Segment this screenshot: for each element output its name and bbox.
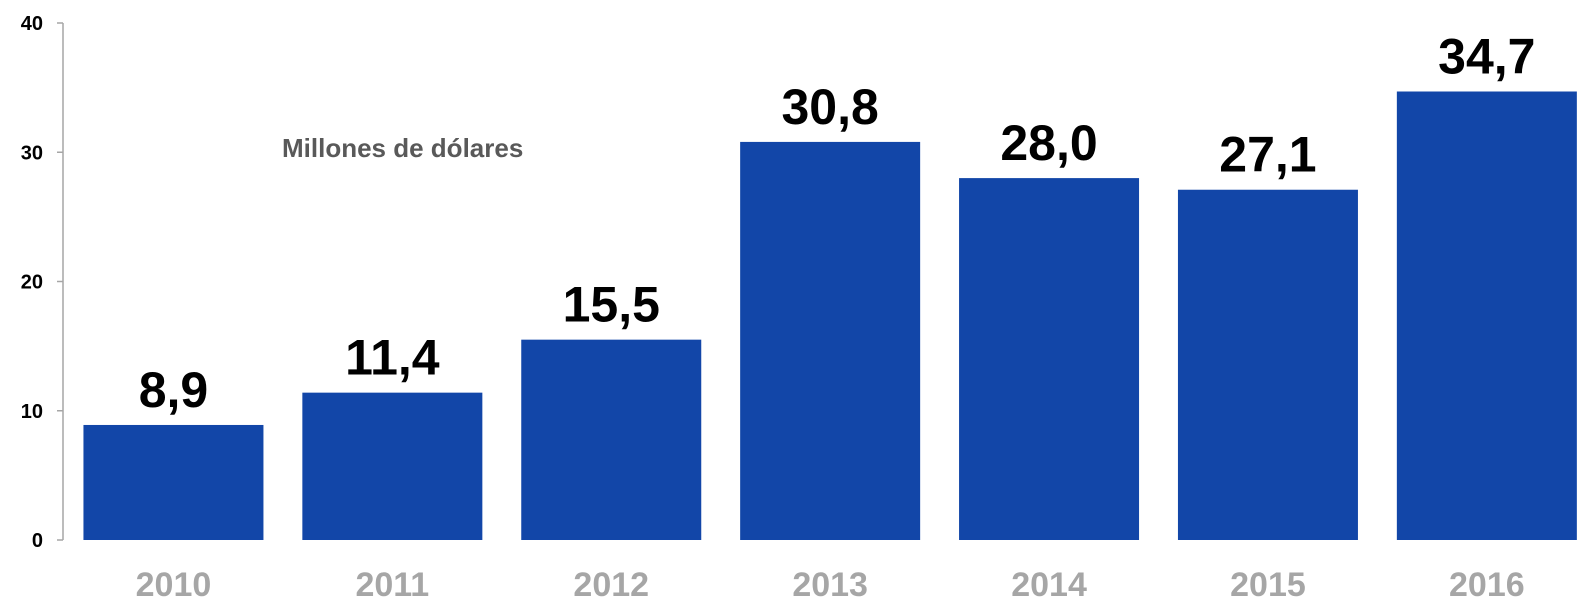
bar — [1177, 189, 1358, 541]
bar — [302, 392, 483, 540]
x-tick-label: 2011 — [355, 566, 429, 604]
labels-group: 0 10 20 30 40 8,9 2010 11,4 2011 15,5 2012 30,8 2013… — [21, 13, 1536, 604]
y-tick-label: 30 — [21, 142, 43, 164]
x-tick-label: 2016 — [1449, 566, 1525, 604]
x-tick-label: 2015 — [1230, 566, 1306, 604]
data-label: 11,4 — [345, 330, 440, 386]
bar — [83, 424, 264, 540]
data-label: 30,8 — [781, 79, 878, 135]
y-tick-label: 0 — [32, 530, 43, 552]
data-label: 27,1 — [1219, 127, 1316, 183]
bar — [1396, 91, 1577, 540]
x-tick-label: 2013 — [792, 566, 868, 604]
x-tick-label: 2012 — [573, 566, 649, 604]
axes-group — [57, 22, 64, 541]
bar — [959, 178, 1140, 540]
data-label: 28,0 — [1000, 115, 1097, 171]
data-label: 8,9 — [139, 362, 209, 418]
data-label: 34,7 — [1438, 29, 1535, 85]
x-tick-label: 2014 — [1011, 566, 1087, 604]
y-tick-label: 20 — [21, 272, 43, 294]
y-tick-label: 40 — [21, 13, 43, 35]
bars-group — [83, 91, 1577, 541]
bar — [740, 141, 921, 540]
x-tick-label: 2010 — [136, 566, 212, 604]
y-tick-label: 10 — [21, 401, 43, 423]
data-label: 15,5 — [563, 277, 660, 333]
bar — [521, 339, 702, 540]
unit-label: Millones de dólares — [282, 133, 523, 163]
